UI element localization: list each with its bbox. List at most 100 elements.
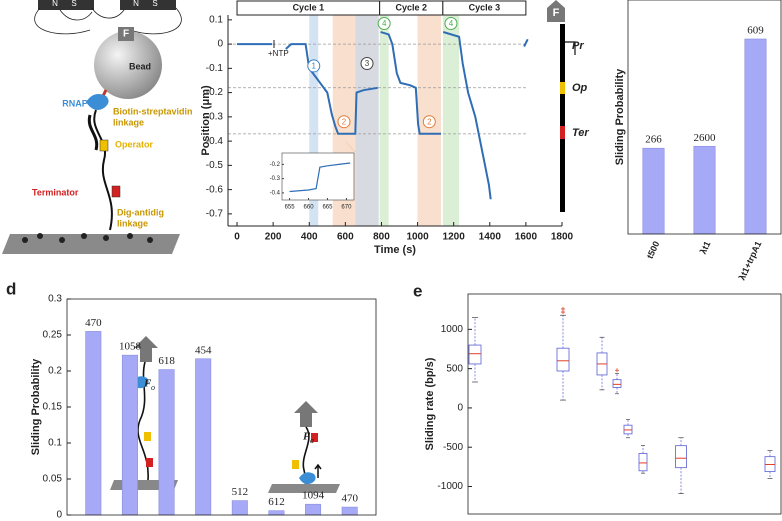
y-axis-label: Position (μm): [200, 85, 212, 156]
linkage-label: linkage: [117, 218, 148, 228]
y-tick-label: 0: [217, 39, 223, 50]
operator-marker: [560, 82, 565, 94]
magnet-pole: S: [152, 0, 157, 8]
force-subscript: o: [151, 383, 155, 392]
dna: [93, 109, 113, 231]
bar: [121, 354, 138, 516]
x-tick-label: 600: [337, 232, 354, 243]
highlight-region: [309, 15, 319, 226]
bar-label: 609: [747, 25, 764, 37]
cycle-box: [442, 0, 527, 16]
bar: [693, 145, 716, 235]
y-tick-label: -0.7: [206, 209, 224, 220]
magnet-pole: N: [52, 0, 58, 8]
panel-label: e: [413, 281, 422, 300]
step-label: 1: [312, 62, 317, 71]
y-tick-label: -0.6: [206, 184, 224, 195]
bar-label: 266: [645, 134, 662, 146]
inset-y-tick-label: -0.3: [270, 176, 281, 182]
bar-label: 1094: [302, 490, 325, 502]
inset-x-tick-label: 670: [341, 205, 352, 211]
box: [638, 453, 648, 472]
terminator-site: [146, 458, 153, 467]
track-label: Ter: [572, 127, 589, 139]
y-axis-label: Sliding Probability: [30, 358, 42, 455]
cycle-label: Cycle 1: [293, 2, 325, 12]
bar: [305, 503, 322, 516]
box: [556, 347, 570, 372]
step-label: 2: [427, 117, 432, 126]
highlight-region: [442, 15, 460, 226]
y-tick-label: -0.2: [206, 87, 224, 98]
bar: [341, 506, 358, 516]
y-tick-label: -0.5: [206, 160, 224, 171]
y-tick-label: -0.3: [206, 112, 224, 123]
operator-site: [144, 432, 151, 441]
box: [675, 445, 687, 469]
force-subscript: a: [310, 436, 314, 445]
y-tick-label: 0.25: [43, 330, 63, 341]
y-axis-label: Sliding rate (bp/s): [424, 357, 436, 450]
magnet-pole: N: [133, 0, 139, 8]
bead: [94, 31, 162, 99]
schematic: N S N S F Bead RNAP Biotin-streptavidin …: [2, 0, 193, 254]
terminator-site: [111, 185, 121, 198]
rnap: [86, 94, 109, 110]
operator-site: [292, 460, 299, 469]
force-box: [118, 27, 134, 41]
plot-frame: [66, 298, 377, 516]
bar-label: 470: [85, 317, 102, 329]
bar-label: 454: [195, 344, 212, 356]
x-tick-label: 1000: [406, 232, 429, 243]
force-arrow: [294, 401, 318, 427]
bar: [85, 331, 102, 516]
panel-label: d: [6, 279, 16, 298]
annotation: +NTP: [268, 49, 289, 58]
bead-label: Bead: [129, 61, 151, 71]
y-tick-label: 0.1: [48, 438, 62, 449]
x-tick-label: t500: [645, 240, 662, 261]
magnet: [120, 0, 176, 10]
track-label: Pr: [572, 40, 584, 52]
x-tick-label: 0: [234, 232, 240, 243]
trace: [237, 31, 529, 200]
bar: [744, 38, 767, 235]
box: [612, 379, 622, 388]
y-tick-label: 0.2: [48, 366, 62, 377]
x-tick-label: 1200: [443, 232, 466, 243]
terminator-site: [311, 433, 318, 442]
surface: [2, 234, 180, 254]
y-tick-label: 0: [457, 403, 463, 414]
magnet: [38, 0, 94, 10]
inset-x-tick-label: 660: [304, 205, 315, 211]
inset-x-tick-label: 655: [285, 205, 296, 211]
cycle-label: Cycle 3: [469, 2, 501, 12]
x-tick-label: 200: [265, 232, 282, 243]
dna-arrow: [87, 114, 99, 151]
bar: [642, 147, 665, 235]
bar: [268, 510, 285, 516]
rnap-label: RNAP: [62, 98, 88, 108]
bar: [158, 369, 175, 516]
surface: [268, 484, 340, 493]
y-tick-label: 500: [446, 363, 463, 374]
operator-site: [99, 139, 109, 152]
step-badge: [377, 16, 391, 30]
cycle-label: Cycle 2: [395, 2, 427, 12]
y-tick-label: 0: [56, 510, 62, 521]
terminator-label: Terminator: [32, 187, 79, 197]
x-tick-label: 1400: [479, 232, 502, 243]
x-tick-label: 400: [301, 232, 318, 243]
plot-frame: [627, 0, 782, 235]
step-label: 2: [342, 117, 347, 126]
bar-label: 1058: [119, 341, 142, 353]
y-tick-label: 1000: [441, 324, 464, 335]
inset-trace: [289, 162, 351, 193]
force-arrow: [134, 336, 158, 362]
inset-x-tick-label: 665: [322, 205, 333, 211]
linkage-label: Dig-antidig: [117, 207, 164, 217]
y-axis-label: Sliding Probability: [614, 68, 626, 165]
bar-label: 470: [341, 493, 358, 505]
outlier: [561, 306, 565, 311]
motion-arrow: [314, 463, 322, 478]
